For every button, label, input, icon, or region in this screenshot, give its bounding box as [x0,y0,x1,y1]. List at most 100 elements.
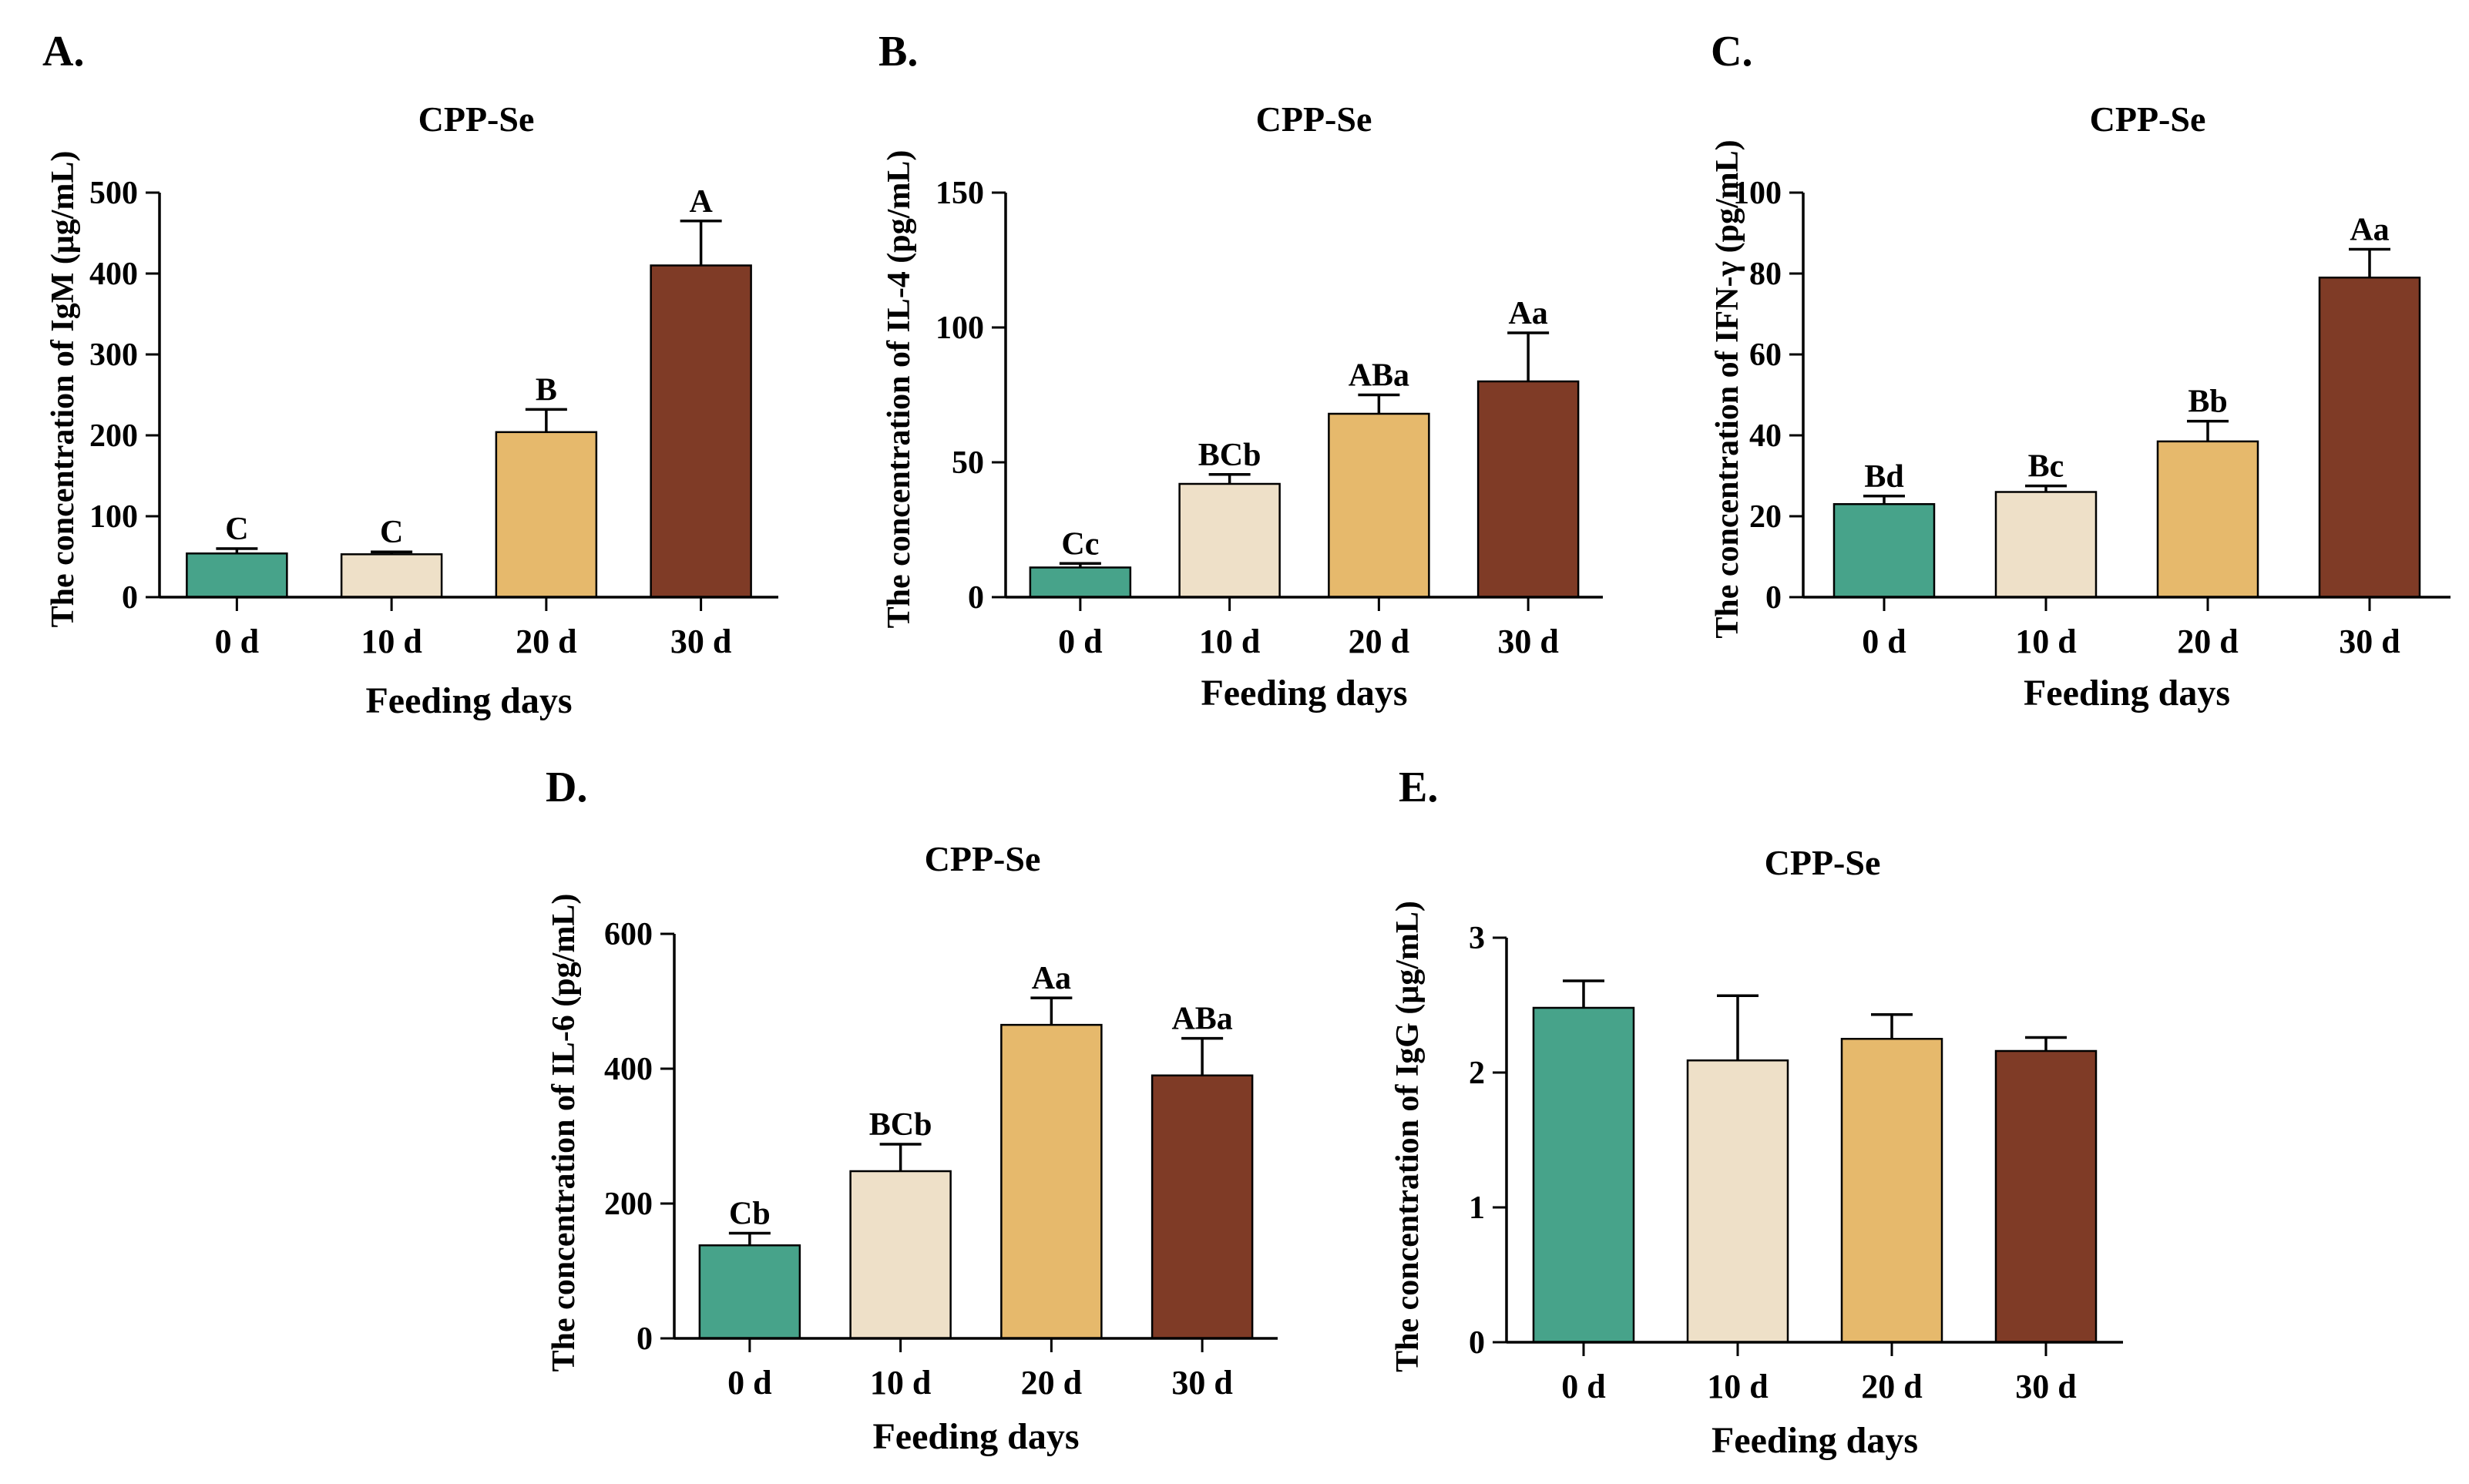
y-tick-label: 1 [1469,1190,1485,1226]
y-tick-label: 500 [89,176,138,211]
x-tick-label: 10 d [1199,623,1260,660]
y-tick-label: 0 [637,1321,653,1357]
chart-panel-b: B. CPP-Se The concentration of IL-4 (pg/mL… [878,28,1603,713]
significance-label: ABa [1171,1002,1232,1037]
bar [1532,1006,1635,1344]
chart-title: CPP-Se [1765,843,1881,882]
bar [698,1244,801,1340]
x-tick-label: 10 d [870,1364,931,1402]
y-tick-label: 60 [1749,337,1782,373]
bar [1178,482,1281,599]
y-tick-label: 80 [1749,257,1782,292]
bar [1994,1049,2098,1344]
bar [849,1170,952,1340]
x-tick-label: 10 d [361,623,422,660]
x-tick-label: 0 d [727,1364,771,1402]
y-tick-label: 200 [89,418,138,454]
significance-label: Aa [2350,213,2389,248]
panel-label: B. [878,28,918,76]
y-tick-label: 150 [936,176,984,211]
x-axis-label: Feeding days [1712,1420,1918,1461]
x-tick-label: 20 d [1021,1364,1082,1402]
x-tick-label: 30 d [670,623,731,660]
significance-label: ABa [1349,358,1409,394]
x-axis-label: Feeding days [365,680,572,721]
bar [2318,277,2421,599]
y-tick-label: 100 [936,311,984,346]
x-tick-label: 20 d [1861,1368,1922,1405]
y-tick-label: 400 [604,1052,653,1087]
significance-label: A [689,184,713,220]
x-tick-label: 20 d [1349,623,1409,660]
chart-title: CPP-Se [925,839,1041,878]
y-tick-label: 200 [604,1187,653,1222]
chart-panel-e: E. CPP-Se The concentration of IgG (μg/mL)… [1390,764,2123,1461]
y-tick-label: 3 [1469,921,1485,956]
x-tick-label: 20 d [2177,623,2238,660]
bar [1832,503,1936,599]
bar [2156,440,2259,599]
chart-title: CPP-Se [1256,99,1372,139]
chart-title: CPP-Se [2090,99,2206,139]
x-tick-label: 20 d [516,623,576,660]
significance-label: BCb [1198,438,1261,473]
bar [1328,412,1430,599]
x-tick-label: 30 d [2015,1368,2076,1405]
bar [340,553,443,599]
y-tick-label: 0 [1469,1325,1485,1361]
x-tick-label: 30 d [1497,623,1558,660]
significance-label: C [380,515,403,550]
y-axis-label: The concentration of IL-6 (pg/mL) [546,894,582,1372]
significance-label: Cc [1061,526,1099,562]
x-tick-label: 0 d [1561,1368,1605,1405]
chart-panel-a: A. CPP-Se The concentration of IgM (μg/mL)… [42,28,778,721]
y-tick-label: 100 [1733,176,1782,211]
x-tick-label: 30 d [2339,623,2400,660]
panel-label: A. [42,28,84,76]
y-tick-label: 40 [1749,418,1782,454]
significance-label: BCb [869,1107,932,1143]
y-tick-label: 300 [89,337,138,373]
y-tick-label: 100 [89,499,138,535]
x-tick-label: 30 d [1171,1364,1232,1402]
significance-label: Bb [2188,384,2227,420]
chart-title: CPP-Se [418,99,535,139]
bar [1029,566,1132,599]
y-tick-label: 600 [604,917,653,952]
y-axis-label: The concentration of IL-4 (pg/mL) [882,150,917,629]
y-tick-label: 400 [89,257,138,292]
x-tick-label: 0 d [215,623,259,660]
x-tick-label: 10 d [1707,1368,1768,1405]
y-axis-label: The concentration of IgG (μg/mL) [1390,901,1426,1372]
chart-panel-c: C. CPP-Se The concentration of IFN-γ (pg/m… [1710,28,2451,713]
bar [1686,1059,1789,1344]
y-tick-label: 2 [1469,1056,1485,1091]
y-tick-label: 0 [1765,580,1782,616]
significance-label: C [225,512,248,547]
y-axis-label: The concentration of IFN-γ (pg/mL) [1710,139,1745,638]
significance-label: Aa [1508,296,1547,331]
panel-label: E. [1399,764,1438,811]
bar [495,431,598,599]
x-tick-label: 0 d [1058,623,1102,660]
x-tick-label: 0 d [1862,623,1906,660]
bar [1840,1038,1943,1344]
bar [650,264,752,599]
significance-label: Bc [2028,449,2064,485]
y-tick-label: 20 [1749,499,1782,535]
panel-label: D. [546,764,587,811]
y-tick-label: 0 [122,580,138,616]
bar [1994,491,2098,599]
x-tick-label: 10 d [2015,623,2076,660]
bar [1151,1074,1254,1340]
bar [1000,1023,1103,1340]
x-axis-label: Feeding days [872,1416,1079,1457]
significance-label: B [536,372,557,408]
x-axis-label: Feeding days [2024,673,2230,713]
y-tick-label: 50 [952,445,984,481]
panel-label: C. [1711,28,1752,76]
bar [186,552,288,599]
significance-label: Aa [1032,961,1071,996]
y-axis-label: The concentration of IgM (μg/mL) [45,151,81,628]
